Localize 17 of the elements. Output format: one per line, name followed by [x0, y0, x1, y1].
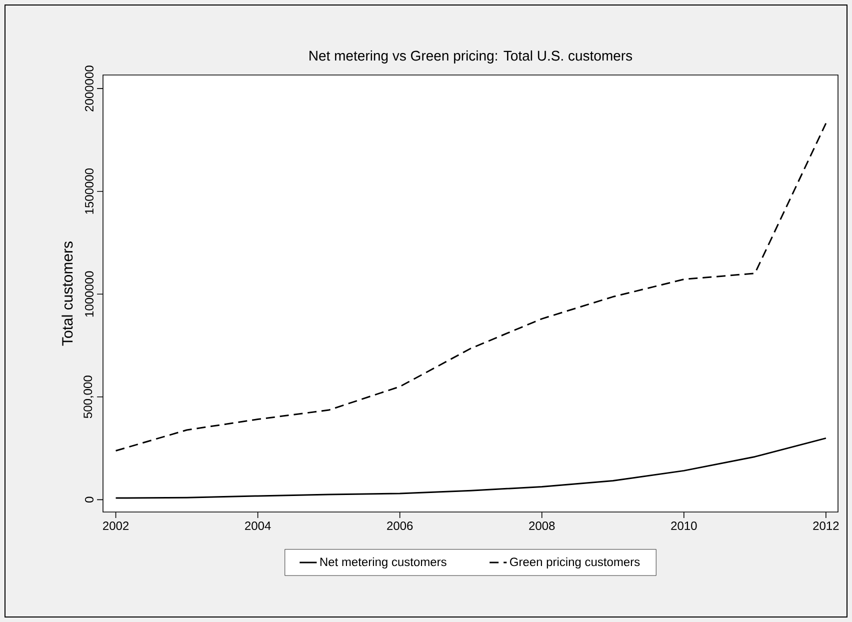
line-series	[115, 122, 827, 452]
chart-title: Net metering vs Green pricing: Total U.S. customers	[310, 50, 632, 64]
x-tick-label: 2012	[813, 522, 839, 530]
x-tick-label: 2004	[245, 522, 271, 530]
legend-label: Green pricing customers	[510, 557, 640, 569]
y-tick-label: 2000000	[85, 66, 94, 112]
y-axis-title: Total customers	[62, 242, 73, 346]
legend-label: Net metering customers	[320, 557, 446, 569]
x-tick-label: 2002	[103, 522, 129, 530]
y-tick-label: 0	[85, 496, 94, 503]
y-tick-label: 500,000	[84, 376, 94, 418]
x-tick-label: 2008	[529, 522, 555, 530]
x-tick-label: 2010	[671, 522, 697, 530]
x-tick-label: 2006	[387, 522, 413, 530]
line-series	[115, 437, 827, 499]
y-tick-label: 1000000	[85, 271, 94, 317]
y-tick-label: 1500000	[85, 168, 94, 214]
